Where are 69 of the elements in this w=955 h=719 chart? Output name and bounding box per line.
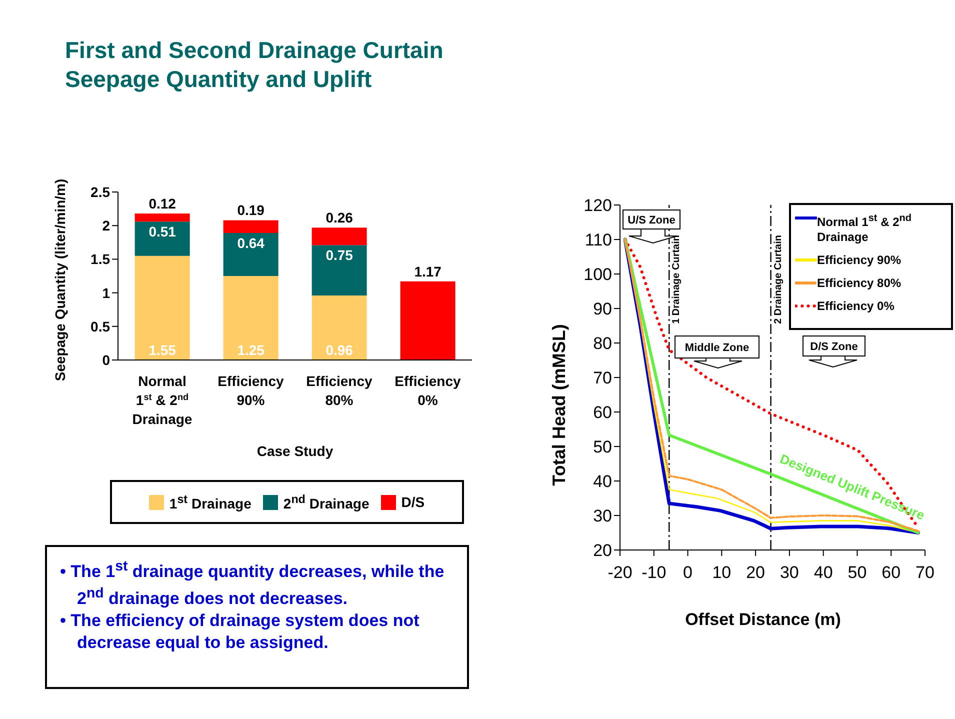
data-label: 0.51 [148,224,176,240]
x-tick-label: Efficiency 0% [394,373,462,408]
y-tick-label: 100 [584,265,612,284]
bar [312,295,367,360]
x-axis-title: Case Study [256,443,334,459]
y-tick-label: 30 [593,506,612,526]
text: • The 1$^{st}$ drainage quantity decreases, while the 2$^{nd}$ drainage does not decreases. [60,558,444,608]
x-tick-label: -10 [642,563,666,582]
y-tick-label: 90 [593,300,612,319]
y-tick-label: 60 [593,403,612,422]
y-tick-label: 1.5 [90,251,110,268]
y-tick-label: 1 [102,284,110,301]
data-label: 1.25 [237,342,265,358]
legend-label: Efficiency 80% [817,276,902,290]
annotation: Middle Zone [684,342,750,354]
y-tick-label: 0 [102,352,110,368]
legend-label: 2$^{nd}$ Drainage [283,492,370,512]
bar [223,276,278,360]
x-tick-label: 50 [848,563,867,582]
text: Normal 1$^{st}$ & 2$^{nd}$ Drainage [817,213,912,244]
x-tick-label: Efficiency 80% [306,373,373,408]
ref-line-label: 1 Drainage Curtain [671,235,682,324]
ref-line-label: 2 Drainage Curtain [772,235,784,324]
y-tick-label: 2.5 [90,184,110,200]
y-tick-label: 2 [102,218,110,234]
bar [134,222,190,256]
y-tick-label: 40 [593,472,612,492]
x-tick-label: Efficiency 90% [218,373,284,408]
bar [223,220,278,233]
legend-label: Efficiency 0% [817,299,894,313]
x-tick-label: 70 [916,563,934,582]
x-tick-label: 60 [882,563,901,582]
data-label: 0.12 [148,196,176,212]
x-tick-label: 20 [746,563,766,582]
data-label: 0.96 [326,342,354,358]
data-label: 1.17 [414,263,442,280]
data-label: 0.19 [237,202,265,218]
chart-title: First and Second Drainage Curtain Seepage Quantity and Uplift [65,37,444,92]
annotation: U/S Zone [628,214,676,226]
y-tick-label: 120 [584,196,612,216]
bar [312,245,367,296]
y-tick-label: 0.5 [90,318,110,334]
bar [312,228,367,246]
bar [134,256,190,360]
y-axis-title: Seepage Quantity (liter/min/m) [52,178,68,382]
data-label: 0.26 [326,210,354,226]
x-tick-label: 0 [683,563,693,582]
x-axis-title: Offset Distance (m) [685,610,841,629]
y-axis-title: Total Head (mMSL) [549,324,569,486]
data-label: 0.64 [237,234,265,251]
bar [223,232,278,276]
data-label: 0.75 [326,247,354,264]
y-tick-label: 20 [593,541,612,560]
legend-label: 1$^{st}$ Drainage [169,492,252,512]
text: • The efficiency of drainage system does not decrease equal to be assigned. [60,611,420,652]
x-tick-label: Normal 1$^{st}$ & 2$^{nd}$ Drainage [132,373,192,427]
data-label: 1.55 [148,342,176,358]
x-tick-label: -20 [608,563,632,582]
bar [400,281,456,360]
x-tick-label: 10 [712,563,732,582]
bar [134,214,190,222]
x-tick-label: 40 [814,563,833,582]
y-tick-label: 80 [593,334,612,354]
legend-label: Efficiency 90% [817,253,902,267]
x-tick-label: 30 [780,563,799,582]
annotation: D/S Zone [810,341,858,353]
y-tick-label: 110 [584,230,612,250]
y-tick-label: 50 [593,438,612,457]
legend-label: D/S [401,494,425,510]
